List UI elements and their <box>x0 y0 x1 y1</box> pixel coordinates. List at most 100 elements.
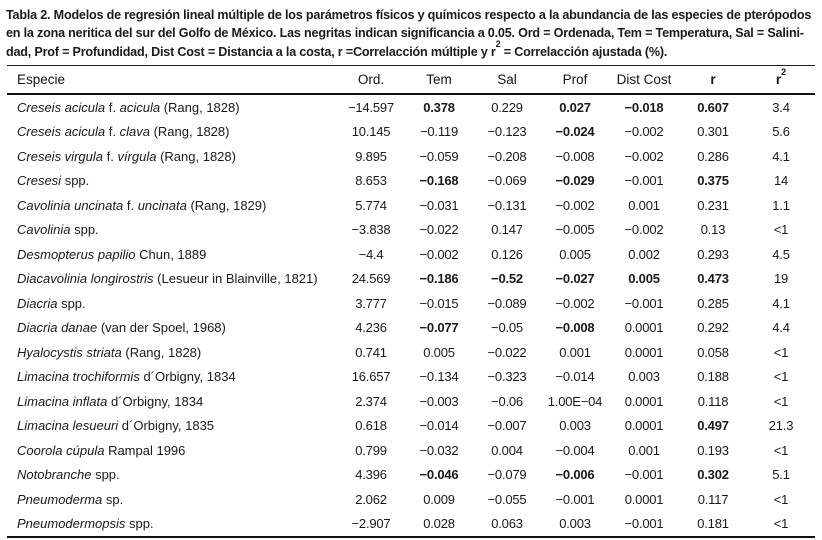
cell-tem: −0.015 <box>419 295 459 311</box>
cell-ord: 9.895 <box>355 148 387 164</box>
column-header-especie: Especie <box>7 65 337 96</box>
cell-tem: −0.003 <box>419 393 459 409</box>
cell-sal: 0.004 <box>491 442 523 458</box>
cell-r2: <1 <box>773 369 789 385</box>
cell-sal: −0.022 <box>487 344 527 360</box>
species-name: Limacina inflata d´Orbigny, 1834 <box>17 393 204 409</box>
cell-r2: <1 <box>773 491 789 507</box>
cell-dist-cost: −0.001 <box>624 467 664 483</box>
cell-ord: 8.653 <box>355 173 387 189</box>
cell-sal: −0.52 <box>491 271 523 287</box>
cell-r2: <1 <box>773 222 789 238</box>
cell-dist-cost: 0.0001 <box>624 344 664 360</box>
cell-prof: 0.027 <box>559 99 591 115</box>
header-row: Especie Ord. Tem Sal Prof Dist Cost r r2 <box>7 65 815 96</box>
cell-ord: 4.236 <box>355 320 387 336</box>
table-row: Cavolinia uncinata f. uncinata (Rang, 18… <box>7 193 815 218</box>
column-header-prof: Prof <box>541 65 609 96</box>
cell-sal: −0.05 <box>491 320 523 336</box>
table-row: Diacria danae (van der Spoel, 1968) 4.236… <box>7 316 815 341</box>
column-header-r2: r2 <box>747 65 815 96</box>
table-row: Limacina trochiformis d´Orbigny, 1834 16.… <box>7 365 815 390</box>
cell-sal: 0.229 <box>491 99 523 115</box>
cell-ord: 4.396 <box>355 467 387 483</box>
caption-line-3-text: dad, Prof = Profundidad, Dist Cost = Dis… <box>6 44 496 59</box>
cell-r2: 4.1 <box>772 295 790 311</box>
cell-ord: 0.799 <box>355 442 387 458</box>
cell-prof: −0.002 <box>555 197 595 213</box>
cell-tem: −0.032 <box>419 442 459 458</box>
species-name: Coorola cúpula Rampal 1996 <box>17 442 186 458</box>
cell-ord: −14.597 <box>348 99 394 115</box>
cell-dist-cost: 0.0001 <box>624 491 664 507</box>
species-name: Limacina lesueuri d´Orbigny, 1835 <box>17 418 215 434</box>
cell-ord: −4.4 <box>358 246 384 262</box>
table-row: Pneumoderma sp. 2.062 0.009 −0.055 −0.001 0.0… <box>7 487 815 512</box>
cell-dist-cost: −0.002 <box>624 124 664 140</box>
cell-prof: 0.003 <box>559 516 591 532</box>
cell-tem: −0.046 <box>419 467 459 483</box>
cell-dist-cost: −0.001 <box>624 173 664 189</box>
table-row: Diacria spp. 3.777 −0.015 −0.089 −0.002 −0.00… <box>7 291 815 316</box>
cell-r2: 3.4 <box>772 99 790 115</box>
cell-sal: −0.007 <box>487 418 527 434</box>
cell-dist-cost: 0.0001 <box>624 418 664 434</box>
cell-r: 0.193 <box>697 442 729 458</box>
cell-sal: −0.055 <box>487 491 527 507</box>
cell-prof: −0.004 <box>555 442 595 458</box>
cell-ord: 10.145 <box>351 124 391 140</box>
cell-tem: −0.168 <box>419 173 459 189</box>
cell-r2: 14 <box>773 173 789 189</box>
species-name: Cavolinia uncinata f. uncinata (Rang, 18… <box>17 197 267 213</box>
cell-r: 0.497 <box>697 418 729 434</box>
table-body: Creseis acicula f. acicula (Rang, 1828) −… <box>7 94 815 537</box>
cell-r: 0.607 <box>697 99 729 115</box>
cell-ord: 0.618 <box>355 418 387 434</box>
cell-prof: 0.001 <box>559 344 591 360</box>
species-name: Creseis acicula f. acicula (Rang, 1828) <box>17 99 240 115</box>
table-row: Desmopterus papilio Chun, 1889 −4.4 −0.002… <box>7 242 815 267</box>
table-row: Notobranche spp. 4.396 −0.046 −0.079 −0.006 −… <box>7 463 815 488</box>
cell-r: 0.118 <box>697 393 729 409</box>
cell-r: 0.13 <box>700 222 726 238</box>
species-name: Cavolinia spp. <box>17 222 99 238</box>
caption-line-1: Tabla 2. Modelos de regresión lineal múl… <box>6 8 812 22</box>
cell-r2: 4.5 <box>772 246 790 262</box>
cell-r2: <1 <box>773 393 789 409</box>
cell-ord: 5.774 <box>355 197 387 213</box>
cell-prof: −0.008 <box>555 320 595 336</box>
cell-r: 0.285 <box>697 295 729 311</box>
cell-tem: 0.028 <box>423 516 455 532</box>
cell-prof: 0.005 <box>559 246 591 262</box>
cell-sal: −0.069 <box>487 173 527 189</box>
cell-r: 0.302 <box>697 467 729 483</box>
cell-dist-cost: 0.001 <box>628 442 660 458</box>
species-name: Cresesi spp. <box>17 173 90 189</box>
caption-line-2: en la zona neritica del sur del Golfo de… <box>6 26 804 41</box>
caption-r-squared-superscript: 2 <box>495 38 501 49</box>
regression-table: Especie Ord. Tem Sal Prof Dist Cost r r2… <box>7 65 815 539</box>
cell-tem: −0.186 <box>419 271 459 287</box>
species-name: Creseis acicula f. clava (Rang, 1828) <box>17 124 230 140</box>
cell-prof: −0.024 <box>555 124 595 140</box>
cell-sal: −0.131 <box>487 197 527 213</box>
cell-tem: −0.022 <box>419 222 459 238</box>
cell-tem: −0.134 <box>419 369 459 385</box>
cell-ord: 2.374 <box>355 393 387 409</box>
cell-dist-cost: 0.002 <box>628 246 660 262</box>
cell-tem: 0.378 <box>423 99 455 115</box>
cell-r2: 5.1 <box>772 467 790 483</box>
cell-r2: 5.6 <box>772 124 790 140</box>
cell-prof: −0.006 <box>555 467 595 483</box>
r-squared-superscript: 2 <box>781 66 787 77</box>
cell-ord: −3.838 <box>351 222 391 238</box>
cell-prof: −0.001 <box>555 491 595 507</box>
cell-sal: 0.063 <box>491 516 523 532</box>
caption-line-3-tail: = Correlacción ajustada (%). <box>500 44 668 59</box>
cell-ord: 24.569 <box>351 271 391 287</box>
cell-sal: −0.123 <box>487 124 527 140</box>
table-row: Limacina lesueuri d´Orbigny, 1835 0.618 −0… <box>7 414 815 439</box>
cell-r: 0.188 <box>697 369 729 385</box>
cell-prof: 1.00E−04 <box>547 393 603 409</box>
table-row: Coorola cúpula Rampal 1996 0.799 −0.032 0.0… <box>7 438 815 463</box>
